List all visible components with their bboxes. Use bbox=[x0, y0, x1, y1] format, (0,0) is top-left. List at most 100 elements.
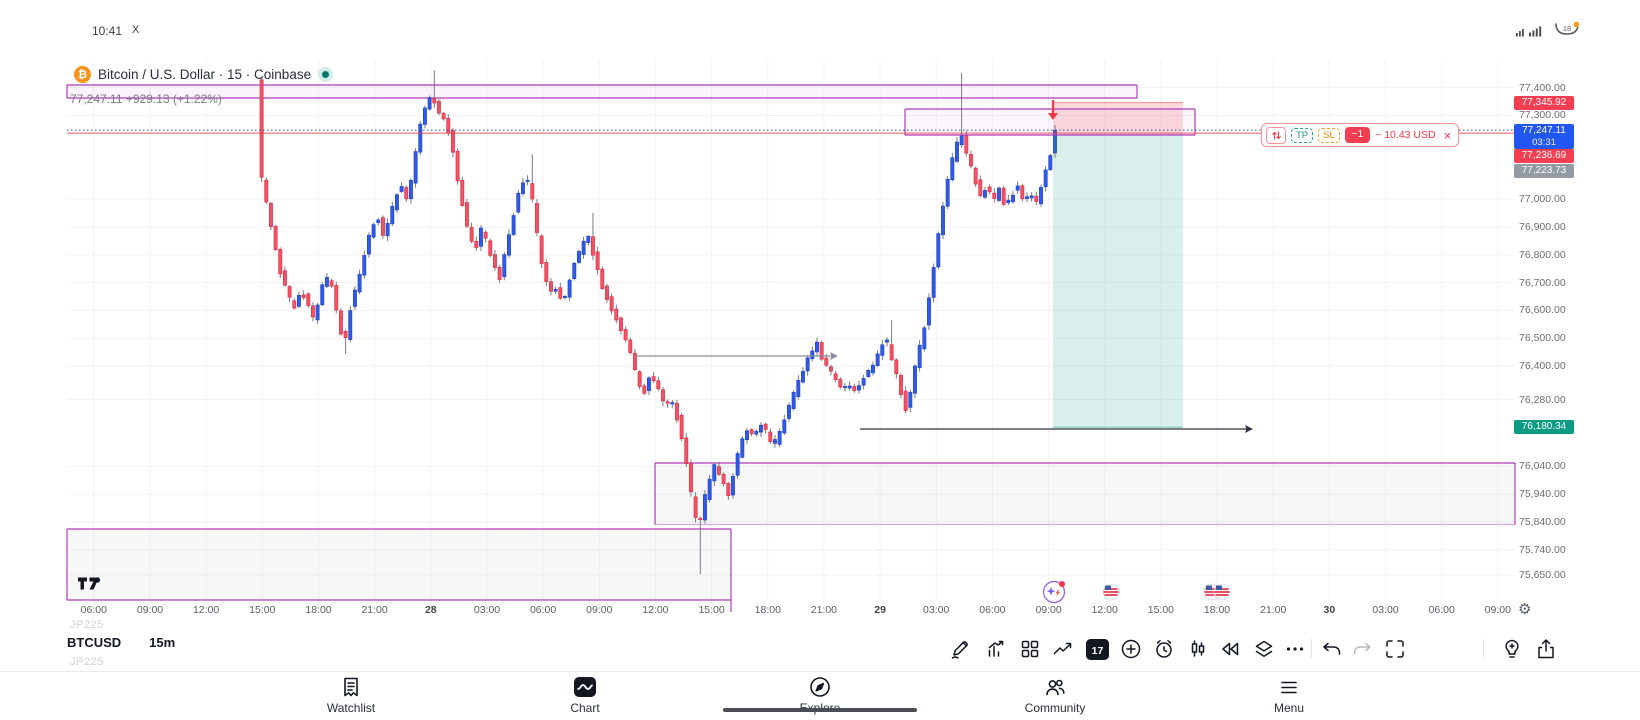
time-axis-label: 06:00 bbox=[80, 604, 107, 616]
price-axis-label: 75,940.00 bbox=[1519, 488, 1566, 501]
price-axis-label: 75,740.00 bbox=[1519, 543, 1566, 556]
nav-label: Community bbox=[1024, 701, 1086, 715]
svg-text:17: 17 bbox=[1091, 645, 1103, 657]
price-badge: 77,236.69 bbox=[1514, 149, 1574, 163]
chart-settings-icon[interactable]: ⚙ bbox=[1518, 600, 1532, 618]
bar-style-icon[interactable] bbox=[1185, 636, 1211, 662]
more-icon[interactable] bbox=[1282, 636, 1308, 662]
price-badge: 77,345.92 bbox=[1514, 96, 1574, 110]
price-axis-label: 77,300.00 bbox=[1519, 109, 1566, 122]
nav-item-menu[interactable]: Menu bbox=[1229, 675, 1349, 715]
us-flag-icon bbox=[1206, 585, 1212, 590]
position-qty-badge[interactable]: −1 bbox=[1344, 127, 1371, 143]
time-axis-label: 29 bbox=[874, 604, 886, 616]
time-axis-label: 09:00 bbox=[1484, 604, 1511, 616]
time-axis-label: 28 bbox=[424, 604, 437, 616]
reverse-position-button[interactable] bbox=[1266, 126, 1286, 144]
time-axis-label: 15:00 bbox=[249, 604, 276, 616]
idea-icon[interactable] bbox=[1499, 636, 1525, 662]
price-axis-label: 76,700.00 bbox=[1519, 276, 1566, 289]
time-axis-label: 06:00 bbox=[529, 604, 557, 616]
nav-item-community[interactable]: Community bbox=[995, 675, 1115, 715]
price-badge: 77,247.11 03:31 bbox=[1514, 123, 1574, 149]
time-axis-label: 03:00 bbox=[1372, 604, 1399, 616]
us-flag-icon bbox=[1105, 585, 1111, 590]
position-order-pill: TP SL −1 ~ 10.43 USD × bbox=[1261, 123, 1460, 147]
price-axis-label: 76,600.00 bbox=[1519, 304, 1566, 317]
gesture-bar[interactable] bbox=[723, 708, 917, 712]
take-profit-button[interactable]: TP bbox=[1291, 127, 1314, 143]
signal-icon bbox=[1516, 26, 1542, 37]
time-axis-label: 18:00 bbox=[305, 604, 332, 616]
us-flag-icon bbox=[1216, 585, 1222, 590]
time-axis-label: 21:00 bbox=[810, 604, 838, 616]
price-axis-label: 77,000.00 bbox=[1519, 193, 1566, 205]
redo-icon[interactable] bbox=[1349, 636, 1375, 662]
price-axis-label: 77,400.00 bbox=[1519, 81, 1566, 94]
time-axis-label: 03:00 bbox=[923, 604, 950, 616]
time-axis-label: 15:00 bbox=[698, 604, 725, 616]
add-icon[interactable] bbox=[1118, 636, 1144, 662]
position-pnl: ~ 10.43 USD bbox=[1375, 129, 1436, 141]
draw-icon[interactable] bbox=[947, 636, 973, 662]
price-axis-label: 75,650.00 bbox=[1519, 569, 1566, 581]
ai-assistant-icon bbox=[1059, 581, 1065, 587]
time-axis-label: 06:00 bbox=[979, 604, 1006, 616]
chart-icon bbox=[574, 677, 596, 697]
nav-item-chart[interactable]: Chart bbox=[525, 675, 645, 715]
price-axis-label: 76,040.00 bbox=[1519, 460, 1566, 473]
object-tree-icon[interactable] bbox=[1251, 636, 1277, 662]
time-axis-label: 12:00 bbox=[192, 604, 220, 616]
price-badge: 76,180.34 bbox=[1514, 420, 1574, 435]
time-axis-label: 18:00 bbox=[754, 604, 781, 616]
notification-x-icon: X bbox=[132, 24, 140, 36]
symbol-name: BTCUSD bbox=[67, 635, 122, 650]
symbol-title[interactable]: Bitcoin / U.S. Dollar · 15 · Coinbase bbox=[98, 67, 312, 82]
time-axis-label: 03:00 bbox=[473, 604, 501, 616]
price-axis-label: 76,400.00 bbox=[1519, 360, 1566, 373]
price-axis-label: 76,900.00 bbox=[1519, 220, 1566, 233]
clock: 10:41 bbox=[92, 24, 123, 38]
share-icon[interactable] bbox=[1533, 636, 1559, 662]
battery-level: 18 bbox=[1563, 24, 1571, 33]
time-axis-label: 18:00 bbox=[1203, 604, 1231, 616]
tradingview-logo[interactable] bbox=[77, 576, 105, 591]
price-axis-label: 76,280.00 bbox=[1519, 393, 1566, 406]
bottom-nav: WatchlistChartExploreCommunityMenu bbox=[0, 671, 1640, 720]
watchlist-icon bbox=[344, 677, 358, 697]
time-axis-label: 09:00 bbox=[136, 604, 164, 616]
time-axis-label: 12:00 bbox=[642, 604, 669, 616]
close-position-button[interactable]: × bbox=[1443, 127, 1452, 143]
nav-label: Menu bbox=[1273, 701, 1305, 715]
indicators-icon[interactable] bbox=[1050, 636, 1076, 662]
countdown-timer: 03:31 bbox=[1532, 136, 1556, 148]
time-axis-label: 15:00 bbox=[1147, 604, 1175, 616]
watchlist-ghost-symbol: JP225 bbox=[70, 656, 104, 668]
symbol-interval-row[interactable]: BTCUSD 15m bbox=[67, 635, 175, 650]
fullscreen-icon[interactable] bbox=[1382, 636, 1408, 662]
price-axis-label: 76,800.00 bbox=[1519, 248, 1566, 261]
tradingview-badge-icon[interactable]: 17 bbox=[1084, 636, 1110, 662]
explore-icon bbox=[810, 677, 830, 697]
status-bar: 10:41 X 18 bbox=[0, 0, 1640, 46]
price-change-line: 77,247.11 +929.13 (+1.22%) bbox=[70, 92, 222, 106]
stop-loss-button[interactable]: SL bbox=[1318, 127, 1340, 143]
replay-icon[interactable] bbox=[1217, 636, 1243, 662]
layout-grid-icon[interactable] bbox=[1017, 636, 1043, 662]
time-axis-label: 06:00 bbox=[1428, 604, 1455, 616]
watchlist-ghost-symbol: JP225 bbox=[70, 619, 104, 631]
nav-label: Chart bbox=[570, 701, 600, 715]
forecast-icon[interactable] bbox=[983, 636, 1009, 662]
undo-icon[interactable] bbox=[1319, 636, 1345, 662]
interval-value: 15m bbox=[149, 635, 176, 650]
menu-icon bbox=[1281, 681, 1297, 694]
market-status-icon[interactable] bbox=[318, 67, 334, 82]
nav-item-watchlist[interactable]: Watchlist bbox=[291, 675, 411, 715]
time-axis-label: 30 bbox=[1323, 604, 1336, 616]
alert-icon[interactable] bbox=[1151, 636, 1177, 662]
toolbar-divider bbox=[1311, 639, 1312, 658]
toolbar-divider bbox=[1483, 639, 1484, 658]
time-axis-label: 09:00 bbox=[1035, 604, 1062, 616]
